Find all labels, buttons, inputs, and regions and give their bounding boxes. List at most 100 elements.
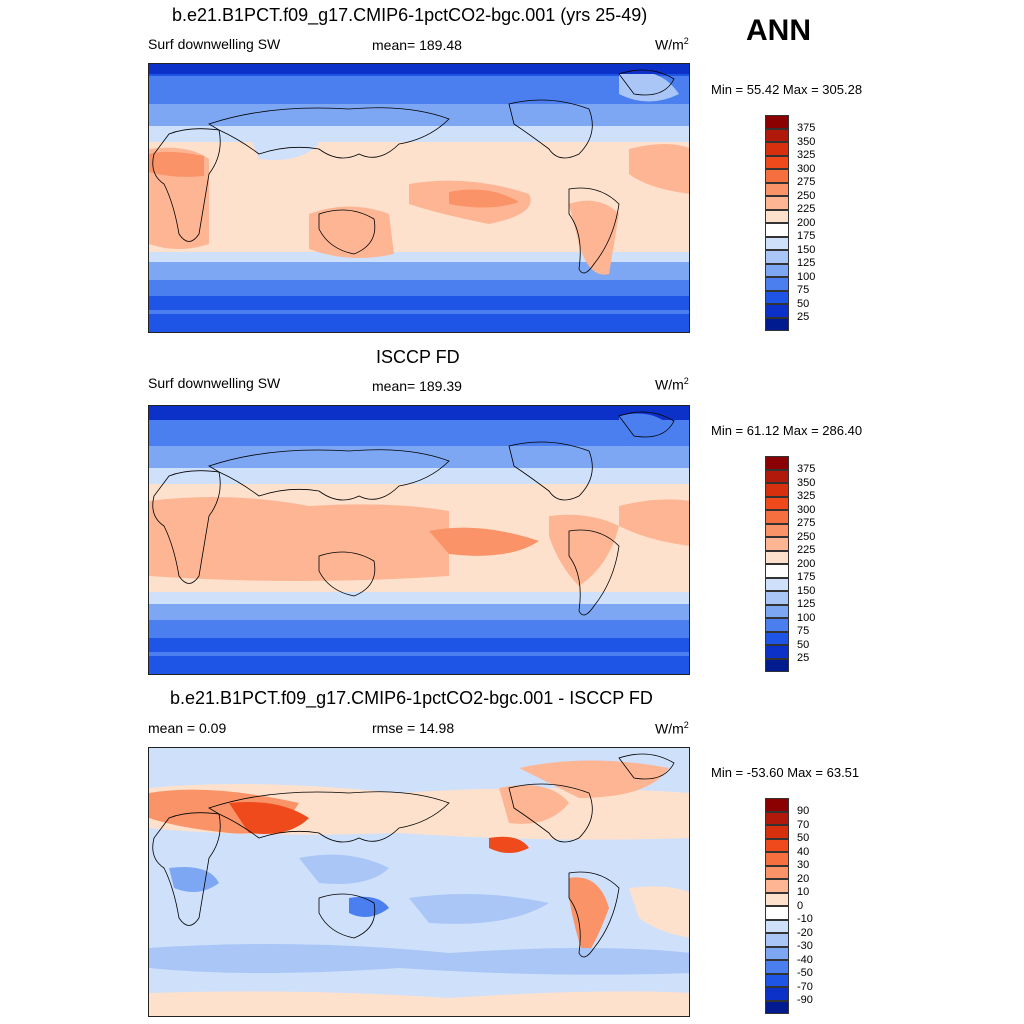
panel1-colorbar-swatch xyxy=(765,236,789,250)
panel2-colorbar-tick-label: 325 xyxy=(797,490,816,502)
panel3-colorbar-swatch xyxy=(765,987,789,1001)
panel3-rmse-label: rmse = 14.98 xyxy=(372,720,455,736)
panel1-variable-label: Surf downwelling SW xyxy=(148,36,281,52)
panel3-colorbar-swatch xyxy=(765,973,789,987)
panel3-colorbar-tick-label: 90 xyxy=(797,805,810,817)
panel2-variable-label: Surf downwelling SW xyxy=(148,375,281,391)
panel1-colorbar-swatch xyxy=(765,128,789,142)
panel2-colorbar-swatch xyxy=(765,469,789,483)
panel1-colorbar-tick-label: 125 xyxy=(797,257,816,269)
panel3-colorbar-tick-label: -70 xyxy=(797,980,813,993)
panel2-mean-label: mean= 189.39 xyxy=(372,378,462,394)
panel1-map xyxy=(148,63,690,333)
panel1-colorbar-swatch xyxy=(765,169,789,183)
panel3-colorbar-tick-label: -10 xyxy=(797,913,813,925)
panel3-units: W/m2 xyxy=(655,720,689,737)
panel1-colorbar-swatch xyxy=(765,196,789,210)
panel3-colorbar-swatch xyxy=(765,865,789,879)
panel2-map xyxy=(148,405,690,675)
panel1-colorbar-tick-label: 275 xyxy=(797,176,816,188)
panel1-colorbar-tick-label: 175 xyxy=(797,230,816,242)
panel1-colorbar-swatch xyxy=(765,277,789,291)
panel3-colorbar-swatch xyxy=(765,811,789,825)
panel3-colorbar-tick-label: -20 xyxy=(797,926,813,939)
panel3-title: b.e21.B1PCT.f09_g17.CMIP6-1pctCO2-bgc.00… xyxy=(170,688,653,708)
panel1-units: W/m2 xyxy=(655,36,689,53)
panel3-minmax: Min = -53.60 Max = 63.51 xyxy=(711,765,860,780)
panel1-mean-label: mean= 189.48 xyxy=(372,37,462,53)
panel2-colorbar-tick-label: 250 xyxy=(797,530,816,543)
panel1-colorbar-swatch xyxy=(765,263,789,277)
panel3-colorbar-tick-label: -90 xyxy=(797,994,813,1006)
panel1-colorbar-swatch xyxy=(765,223,789,237)
panel2-colorbar-swatch xyxy=(765,577,789,591)
panel2-colorbar-swatch xyxy=(765,537,789,551)
panel3-map-svg xyxy=(149,748,689,1016)
panel1-colorbar-tick-label: 75 xyxy=(797,284,810,296)
panel1-colorbar-swatch xyxy=(765,115,789,129)
panel3-colorbar-swatch xyxy=(765,892,789,906)
panel2-colorbar-tick-label: 125 xyxy=(797,598,816,610)
panel3-colorbar-tick-label: 10 xyxy=(797,886,810,898)
panel1-colorbar-tick-label: 325 xyxy=(797,149,816,161)
panel1-colorbar-swatch xyxy=(765,182,789,196)
panel1-colorbar-swatch xyxy=(765,142,789,156)
panel1-colorbar-tick-label: 375 xyxy=(797,122,816,134)
panel3-colorbar-swatch xyxy=(765,838,789,852)
panel1-colorbar-tick-label: 100 xyxy=(797,270,816,283)
panel3-colorbar-tick-label: 20 xyxy=(797,872,810,885)
panel3-colorbar-swatch xyxy=(765,798,789,812)
panel3-colorbar-tick-label: -40 xyxy=(797,953,813,966)
panel2-colorbar-tick-label: 225 xyxy=(797,544,816,556)
panel3-colorbar-tick-label: 0 xyxy=(797,899,804,912)
panel3-colorbar-tick-label: -30 xyxy=(797,940,813,952)
panel3-colorbar-swatch xyxy=(765,906,789,920)
panel2-colorbar-tick-label: 100 xyxy=(797,611,816,624)
panel2-colorbar-tick-label: 25 xyxy=(797,652,810,664)
panel1-colorbar-tick-label: 150 xyxy=(797,243,816,256)
panel1-colorbar-tick-label: 250 xyxy=(797,189,816,202)
panel2-colorbar-tick-label: 150 xyxy=(797,584,816,597)
panel3-colorbar-swatch xyxy=(765,825,789,839)
panel1-colorbar-swatch xyxy=(765,290,789,304)
panel2-minmax: Min = 61.12 Max = 286.40 xyxy=(711,423,863,438)
panel2-colorbar-swatch xyxy=(765,604,789,618)
panel1-colorbar-tick-label: 350 xyxy=(797,135,816,148)
panel2-colorbar-swatch xyxy=(765,483,789,497)
panel1-title: b.e21.B1PCT.f09_g17.CMIP6-1pctCO2-bgc.00… xyxy=(172,5,648,25)
panel2-colorbar-swatch xyxy=(765,591,789,605)
panel3-colorbar-swatch xyxy=(765,1000,789,1014)
panel3-mean-label: mean = 0.09 xyxy=(148,720,227,736)
panel2-colorbar-swatch xyxy=(765,618,789,632)
panel3-colorbar-tick-label: -50 xyxy=(797,967,813,979)
panel2-colorbar-swatch xyxy=(765,523,789,537)
panel1-colorbar: 375 350 325 300 275 250 225 200 175 150 125 100 75 50… xyxy=(765,115,815,331)
panel1-colorbar-swatch xyxy=(765,304,789,318)
panel3-colorbar-tick-label: 30 xyxy=(797,859,810,871)
panel2-colorbar-swatch xyxy=(765,550,789,564)
panel2-colorbar-tick-label: 50 xyxy=(797,638,810,651)
panel1-colorbar-tick-label: 25 xyxy=(797,311,810,323)
panel2-colorbar-tick-label: 175 xyxy=(797,571,816,583)
panel3-colorbar-tick-label: 40 xyxy=(797,845,810,858)
panel3-colorbar-tick-label: 70 xyxy=(797,818,810,831)
panel2-colorbar-tick-label: 200 xyxy=(797,557,816,570)
panel1-colorbar-swatch xyxy=(765,209,789,223)
panel3-colorbar-swatch xyxy=(765,919,789,933)
panel1-colorbar-tick-label: 50 xyxy=(797,297,810,310)
panel2-colorbar: 375 350 325 300 275 250 225 200 175 150 125 100 75 50… xyxy=(765,456,815,672)
panel2-colorbar-swatch xyxy=(765,456,789,470)
panel2-map-svg xyxy=(149,406,689,674)
panel1-colorbar-swatch xyxy=(765,155,789,169)
panel3-colorbar-tick-label: 50 xyxy=(797,832,810,844)
panel2-colorbar-tick-label: 300 xyxy=(797,503,816,516)
panel2-colorbar-tick-label: 75 xyxy=(797,625,810,637)
panel3-colorbar-swatch xyxy=(765,960,789,974)
panel2-colorbar-swatch xyxy=(765,645,789,659)
panel1-colorbar-tick-label: 300 xyxy=(797,162,816,175)
panel2-colorbar-tick-label: 275 xyxy=(797,517,816,529)
panel3-colorbar: 90 70 50 40 30 20 10 0 -10 -20 -30 -40 -50 -70 -90 xyxy=(765,798,813,1014)
panel2-colorbar-swatch xyxy=(765,564,789,578)
panel3-colorbar-swatch xyxy=(765,933,789,947)
panel2-title: ISCCP FD xyxy=(376,347,460,367)
